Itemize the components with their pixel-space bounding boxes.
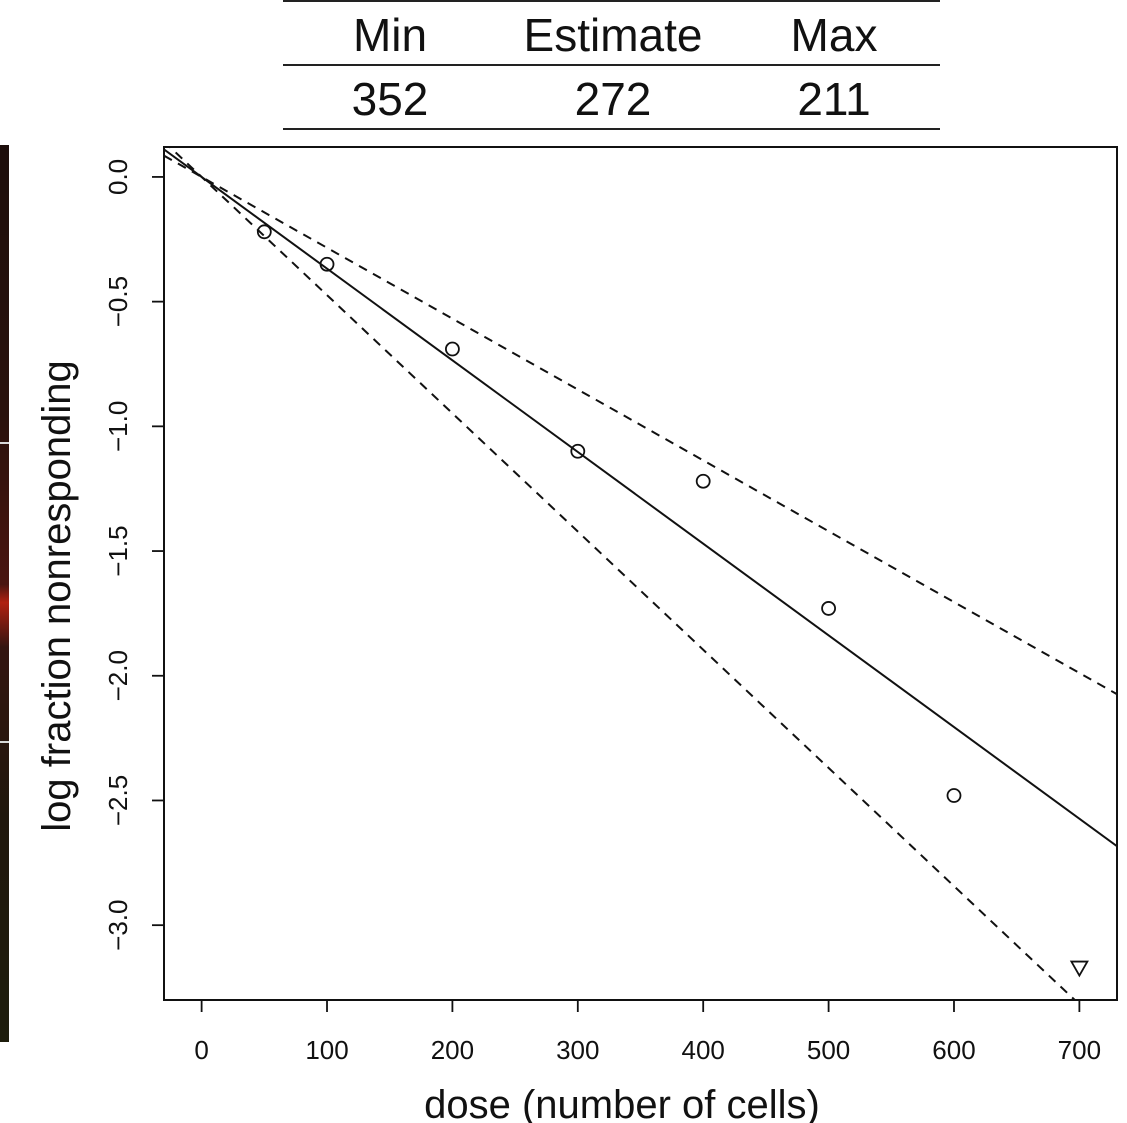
confidence-bound-line [164, 154, 1117, 696]
data-point [946, 788, 962, 803]
data-point [256, 224, 272, 240]
x-tick-label: 400 [682, 1035, 725, 1065]
y-axis: 0.0 −0.5 −1.0 −1.5 −2.0 −2.5 −3.0 [103, 159, 164, 951]
y-axis-label: log fraction nonresponding [35, 360, 79, 831]
x-tick-label: 300 [556, 1035, 599, 1065]
value-min: 352 [351, 73, 429, 125]
data-point [319, 256, 335, 272]
x-tick-label: 200 [431, 1035, 474, 1065]
data-point [570, 443, 586, 459]
value-max: 211 [797, 73, 871, 125]
data-points [256, 224, 1089, 978]
y-tick-label: −2.5 [103, 775, 133, 826]
y-tick-label: −0.5 [103, 276, 133, 327]
x-tick-label: 500 [807, 1035, 850, 1065]
y-tick-label: −1.0 [103, 401, 133, 452]
table-bottom-rule [283, 128, 940, 130]
header-max: Max [790, 9, 878, 61]
strip-divider [0, 442, 9, 444]
header-min: Min [352, 9, 428, 61]
data-point [695, 473, 711, 489]
y-tick-label: −1.5 [103, 525, 133, 576]
y-tick-label: 0.0 [103, 159, 133, 195]
plot-frame [163, 146, 1118, 1001]
y-tick-label: −3.0 [103, 900, 133, 951]
data-point [821, 601, 836, 616]
x-tick-label: 100 [305, 1035, 348, 1065]
strip-divider [0, 741, 9, 743]
confidence-bound-line [168, 147, 1077, 1000]
x-axis-label: dose (number of cells) [424, 1083, 820, 1123]
x-tick-label: 700 [1058, 1035, 1101, 1065]
left-image-strip [0, 145, 9, 1042]
table-top-rule [283, 0, 940, 2]
y-tick-label: −2.0 [103, 650, 133, 701]
x-axis: 0 100 200 300 400 500 600 700 [194, 1000, 1101, 1065]
x-tick-label: 0 [194, 1035, 208, 1065]
censored-point [1069, 960, 1089, 978]
header-estimate: Estimate [523, 9, 703, 61]
fit-lines [164, 147, 1117, 1000]
data-point [445, 341, 460, 357]
value-estimate: 272 [574, 73, 652, 125]
x-tick-label: 600 [932, 1035, 975, 1065]
estimate-fit-line [164, 148, 1117, 848]
table-mid-rule [283, 64, 940, 66]
